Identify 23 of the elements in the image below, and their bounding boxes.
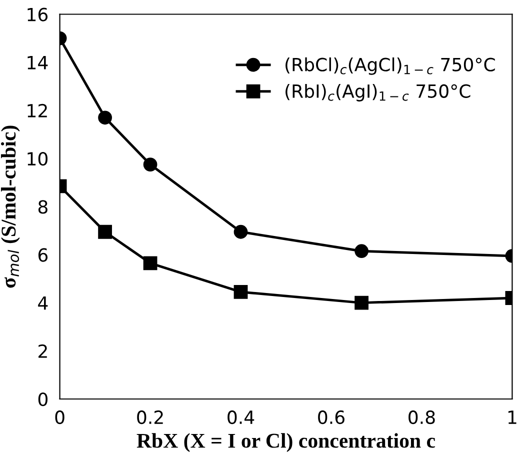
x-tick-label: 1	[508, 410, 516, 424]
y-tick-label: 16	[28, 8, 48, 22]
x-tick-label: 0.6	[318, 410, 344, 424]
y-axis-title: σ$_{mol}$ (S/mol-cubic)	[0, 126, 20, 288]
y-tick-label: 4	[38, 296, 48, 310]
y-tick-label: 2	[38, 344, 47, 358]
y-tick-label: 12	[28, 104, 47, 118]
x-tick-label: 0.4	[228, 410, 254, 424]
point	[234, 285, 248, 299]
x-axis-title: RbX (X = I or Cl) concentration c	[136, 433, 436, 452]
y-tick-label: 6	[38, 248, 48, 262]
point	[143, 256, 158, 270]
y-tick-label: 0	[38, 392, 48, 406]
legend-label: (RbI)$_{c}$(AgI)$_{1−c}$ 750°C	[286, 84, 470, 102]
point	[143, 158, 158, 172]
x-tick-label: 0.2	[137, 410, 163, 424]
legend-label: (RbCl)$_{c}$(AgCl)$_{1−c}$ 750°C	[286, 57, 495, 75]
y-tick-label: 14	[28, 56, 48, 70]
point	[234, 224, 248, 239]
x-tick-label: 0	[55, 410, 64, 424]
y-tick-label: 10	[28, 152, 48, 166]
y-tick-label: 8	[38, 200, 48, 214]
x-tick-label: 0.8	[408, 410, 435, 424]
